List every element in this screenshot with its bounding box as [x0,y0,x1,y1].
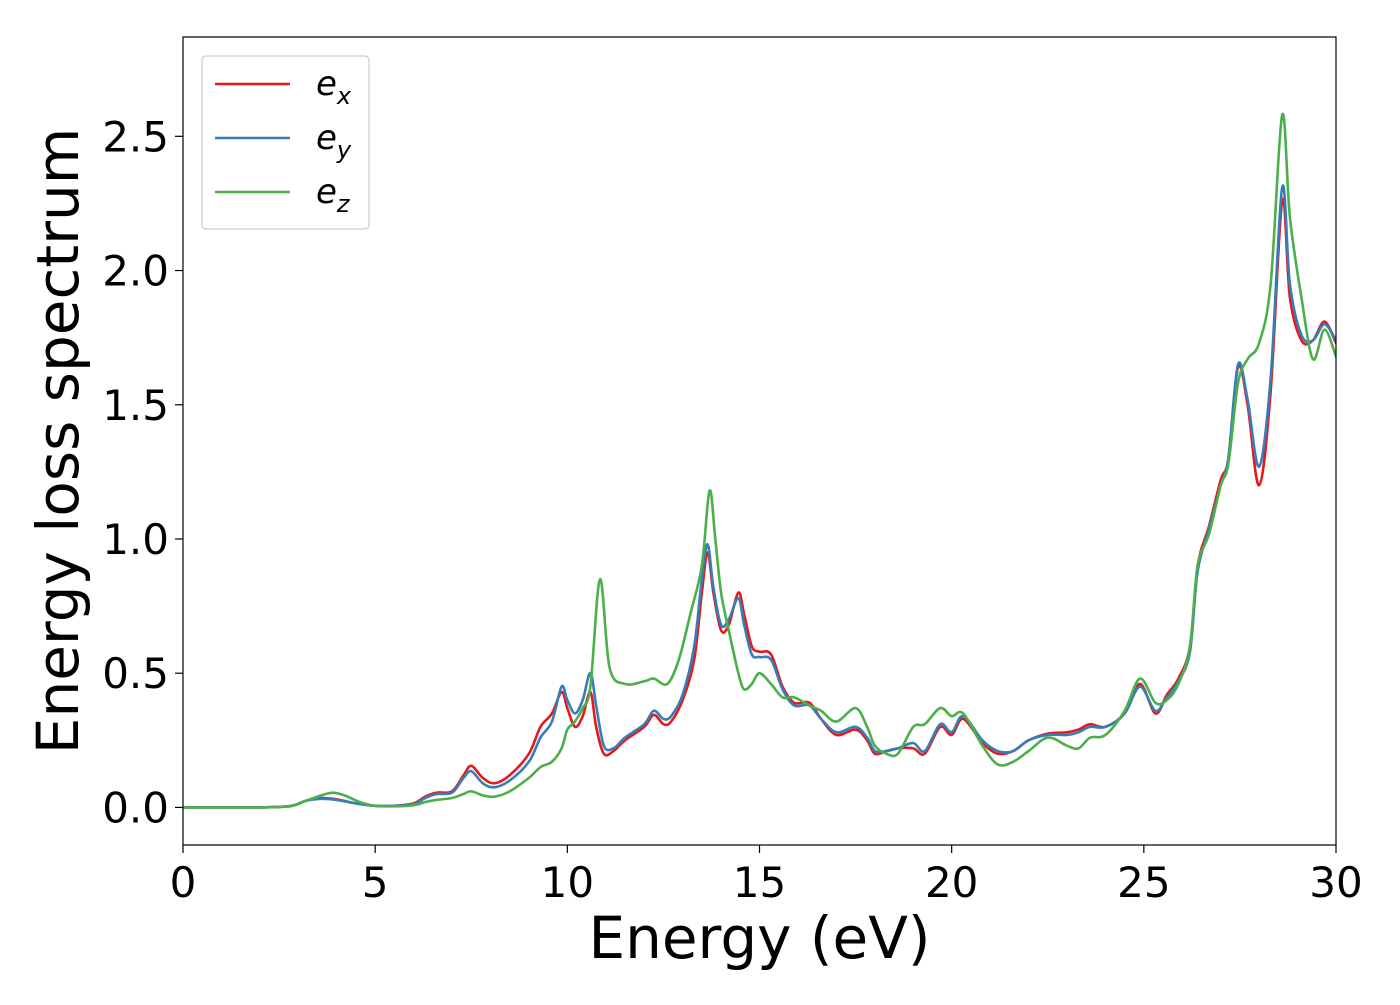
x-tick-label: 30 [1309,858,1362,907]
x-tick-label: 20 [925,858,978,907]
series-line-e-y [183,184,1336,809]
legend-label: ez [316,172,351,218]
series-layer [183,112,1336,809]
x-tick-label: 0 [170,858,197,907]
legend-entry: ex [215,64,352,110]
x-axis-title: Energy (eV) [588,904,930,972]
y-tick-label: 0.5 [102,649,169,698]
y-tick-label: 2.5 [102,112,169,161]
x-axis-ticks: 0 5 10 15 20 25 30 [170,845,1363,907]
x-tick-label: 5 [362,858,389,907]
x-tick-label: 15 [733,858,786,907]
legend-entry: ey [215,118,352,164]
legend-entry: ez [215,172,351,218]
x-tick-label: 10 [541,858,594,907]
y-tick-label: 2.0 [102,247,169,296]
legend-label: ex [316,64,352,110]
y-tick-label: 1.0 [102,515,169,564]
y-axis-title: Energy loss spectrum [24,128,92,754]
y-axis-ticks: 0.0 0.5 1.0 1.5 2.0 2.5 [102,112,183,832]
legend-box [201,55,370,230]
y-tick-label: 0.0 [102,783,169,832]
legend: ex ey ez [201,55,370,230]
series-line-e-x [183,197,1336,809]
legend-label: ey [316,118,352,164]
series-line-e-z [183,112,1336,809]
x-tick-label: 25 [1117,858,1170,907]
y-tick-label: 1.5 [102,381,169,430]
